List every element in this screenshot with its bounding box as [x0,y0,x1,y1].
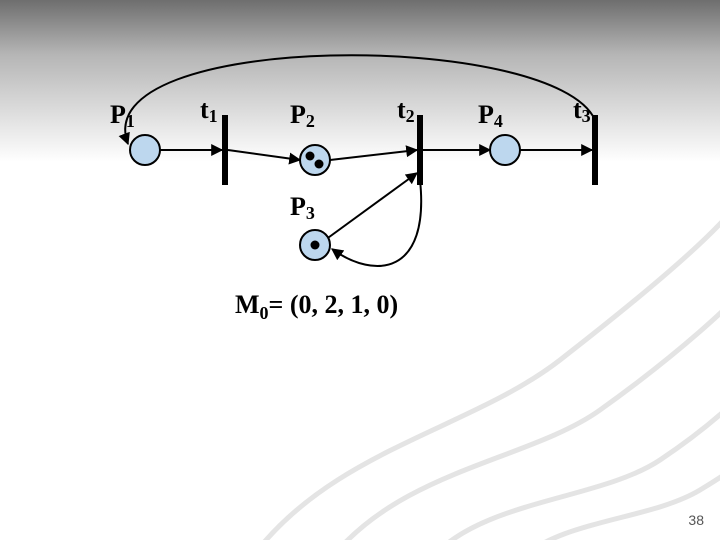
page-number: 38 [688,512,704,528]
place-label-p4: P4 [478,100,503,132]
place-label-p2: P2 [290,100,315,132]
place-label-p1: P1 [110,100,135,132]
transition-label-t2: t2 [397,95,415,127]
transition-label-t1: t1 [200,95,218,127]
petri-net-diagram [0,0,720,540]
transition-label-t3: t3 [573,95,591,127]
initial-marking: M0= (0, 2, 1, 0) [235,290,398,324]
place-label-p3: P3 [290,192,315,224]
slide: P1 t1 P2 t2 P4 t3 P3 M0= (0, 2, 1, 0) 38 [0,0,720,540]
